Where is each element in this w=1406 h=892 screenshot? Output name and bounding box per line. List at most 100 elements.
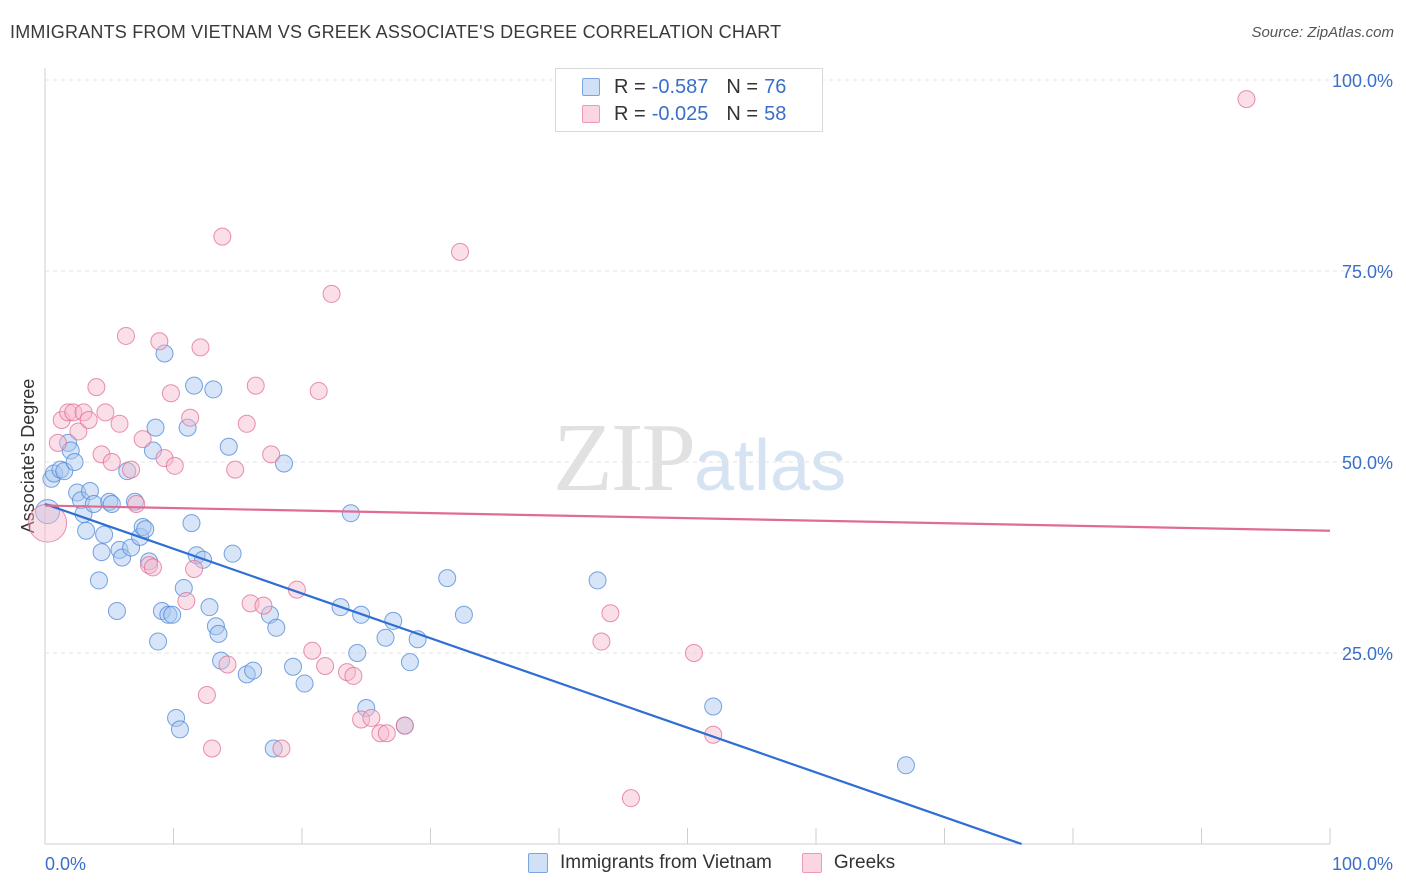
correlation-legend: R = -0.587 N = 76 R = -0.025 N = 58 [555, 68, 823, 132]
greek-point [371, 724, 390, 743]
legend-n-label: N = [726, 75, 759, 98]
greek-point [165, 456, 184, 475]
legend-r-label: R = [614, 75, 646, 98]
vietnam-point [95, 525, 114, 544]
vietnam-point [182, 514, 201, 533]
greek-point [272, 739, 291, 758]
series-legend: Immigrants from Vietnam Greeks [528, 852, 925, 874]
greek-point [155, 449, 174, 468]
greek-point [197, 686, 216, 705]
y-tick-label: 50.0% [1342, 453, 1393, 473]
vietnam-point [170, 720, 189, 739]
vietnam-point [209, 624, 228, 643]
vietnam-point [376, 628, 395, 647]
vietnam-point [295, 674, 314, 693]
legend-n-label: N = [726, 102, 759, 125]
greek-point [395, 716, 414, 735]
greek-point [116, 326, 135, 345]
vietnam-point [89, 571, 108, 590]
vietnam-point [244, 661, 263, 680]
series-label-vietnam: Immigrants from Vietnam [560, 852, 772, 873]
vietnam-point [133, 517, 152, 536]
greek-point [218, 655, 237, 674]
vietnam-point [400, 653, 419, 672]
vietnam-point [357, 699, 376, 718]
vietnam-point [146, 418, 165, 437]
greek-point [177, 592, 196, 611]
vietnam-point [588, 571, 607, 590]
vietnam-point [65, 453, 84, 471]
y-tick-label: 75.0% [1342, 262, 1393, 282]
x-tick-label: 0.0% [45, 854, 86, 874]
greek-point [185, 559, 204, 578]
source-label: Source: ZipAtlas.com [1251, 24, 1394, 41]
greek-point [59, 403, 78, 422]
greek-point [226, 460, 245, 479]
chart-title: IMMIGRANTS FROM VIETNAM VS GREEK ASSOCIA… [10, 22, 782, 42]
legend-n-value: 76 [764, 75, 787, 98]
series-label-greeks: Greeks [833, 852, 896, 873]
series-swatch-greeks [801, 853, 822, 873]
vietnam-point [107, 601, 126, 620]
watermark: ZIPatlas [553, 402, 846, 514]
greek-point [143, 558, 162, 577]
greek-point [362, 708, 381, 727]
greek-point [316, 656, 335, 675]
greek-point [181, 408, 200, 427]
greek-point [69, 422, 88, 441]
greek-point [102, 453, 121, 471]
vietnam-point [704, 697, 723, 716]
series-swatch-vietnam [528, 853, 548, 873]
vietnam-point [438, 569, 457, 588]
greek-point [96, 403, 115, 422]
x-tick-label: 100.0% [1332, 854, 1393, 874]
greek-point [133, 430, 152, 449]
legend-row-greeks: R = -0.025 N = 58 [582, 102, 786, 126]
greek-point [122, 460, 141, 479]
vietnam-point [260, 605, 279, 624]
vietnam-point [55, 462, 74, 481]
vietnam-point [341, 504, 360, 523]
greek-point [127, 495, 146, 514]
vietnam-point [185, 376, 204, 395]
y-axis-label: Associate's Degree [18, 379, 38, 534]
vietnam-point [223, 544, 242, 563]
legend-r-value: -0.587 [651, 75, 709, 98]
vietnam-point [167, 708, 186, 727]
greek-point [601, 604, 620, 623]
greek-trendline [44, 504, 1331, 532]
vietnam-point [264, 739, 283, 758]
greek-point [377, 724, 396, 743]
watermark-atlas: atlas [694, 426, 847, 506]
series-legend-item-greeks: Greeks [801, 852, 896, 874]
vietnam-point [348, 644, 367, 662]
greek-point [246, 376, 265, 395]
legend-r-label: R = [614, 102, 646, 125]
greek-point [309, 381, 328, 400]
vietnam-point [267, 618, 286, 637]
greek-point [87, 378, 106, 397]
legend-n-value: 58 [764, 102, 787, 125]
vietnam-trendline [44, 502, 1022, 846]
greek-point [48, 433, 67, 452]
vietnam-point [454, 605, 473, 624]
legend-row-vietnam: R = -0.587 N = 76 [582, 75, 786, 99]
greek-point [203, 739, 222, 758]
y-tick-label: 100.0% [1332, 71, 1393, 91]
greek-point [79, 410, 98, 429]
vietnam-point [102, 495, 121, 514]
greek-point [262, 445, 281, 464]
vietnam-point [77, 521, 96, 540]
greek-point [451, 242, 470, 261]
greek-point [191, 338, 210, 357]
vietnam-point [149, 632, 168, 651]
greek-point [684, 644, 703, 662]
greek-point [150, 332, 169, 351]
legend-swatch-vietnam [582, 78, 600, 96]
vietnam-point [163, 605, 182, 624]
vietnam-point [275, 454, 294, 473]
greek-point [237, 414, 256, 433]
greek-point [344, 666, 363, 685]
vietnam-point [159, 605, 178, 624]
